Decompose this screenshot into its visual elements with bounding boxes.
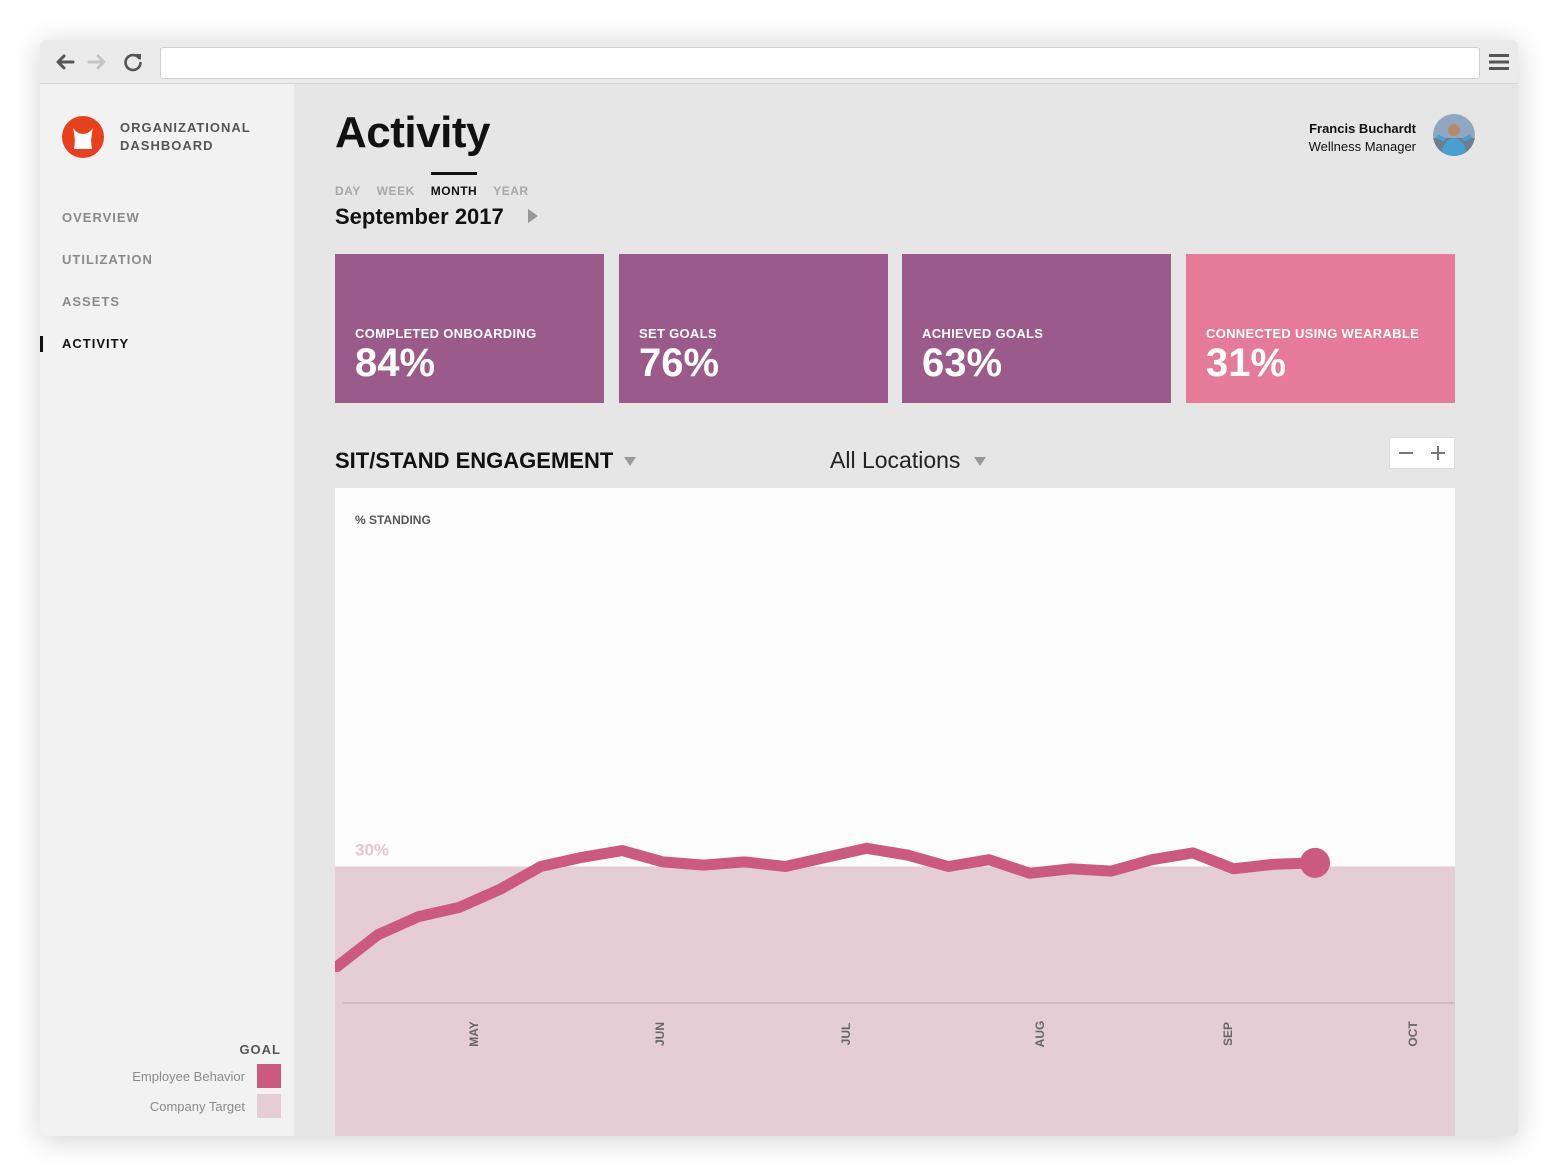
chevron-down-icon[interactable] (624, 457, 636, 466)
metric-card-set-goals: SET GOALS 76% (619, 254, 888, 403)
zoom-out-button[interactable] (1390, 438, 1422, 468)
brand-line-2: DASHBOARD (120, 138, 214, 153)
tab-week[interactable]: WEEK (376, 184, 415, 198)
hamburger-menu-icon[interactable] (1488, 52, 1510, 72)
metric-label: COMPLETED ONBOARDING (355, 326, 537, 341)
metric-value: 31% (1206, 341, 1287, 385)
location-dropdown[interactable]: All Locations (830, 447, 961, 473)
avatar[interactable] (1433, 114, 1475, 156)
zoom-controls (1389, 437, 1455, 469)
legend-item-employee-behavior: Employee Behavior (132, 1064, 281, 1088)
metric-value: 63% (922, 341, 1003, 385)
reload-icon[interactable] (120, 49, 146, 75)
sidebar-nav: OVERVIEW UTILIZATION ASSETS ACTIVITY (40, 204, 294, 372)
metric-value: 84% (355, 341, 436, 385)
legend-swatch (257, 1064, 281, 1088)
series-line-employee-behavior (335, 842, 1321, 973)
metric-cards: COMPLETED ONBOARDING 84% SET GOALS 76% A… (335, 254, 1455, 403)
back-arrow-icon[interactable] (52, 49, 78, 75)
sit-stand-chart: % STANDING 30% MAY JUN JUL AUG SEP OCT (335, 488, 1455, 1136)
user-info: Francis Buchardt Wellness Manager (1309, 120, 1416, 156)
metric-card-achieved-goals: ACHIEVED GOALS 63% (902, 254, 1171, 403)
x-tick-label: SEP (1221, 1022, 1235, 1046)
x-tick-label: MAY (467, 1021, 481, 1047)
brand-name: ORGANIZATIONAL DASHBOARD (120, 119, 251, 155)
user-name: Francis Buchardt (1309, 121, 1416, 136)
metric-label: ACHIEVED GOALS (922, 326, 1044, 341)
x-tick-label: JUL (839, 1023, 853, 1046)
zoom-in-button[interactable] (1422, 438, 1454, 468)
target-value-label: 30% (355, 841, 389, 860)
browser-window: ORGANIZATIONAL DASHBOARD OVERVIEW UTILIZ… (40, 40, 1518, 1136)
x-tick-label: AUG (1033, 1021, 1047, 1048)
sidebar-item-assets[interactable]: ASSETS (62, 294, 121, 309)
sidebar: ORGANIZATIONAL DASHBOARD OVERVIEW UTILIZ… (40, 84, 294, 1136)
address-bar[interactable] (160, 47, 1480, 79)
target-area (335, 866, 1455, 1136)
brand-line-1: ORGANIZATIONAL (120, 120, 251, 135)
x-tick-label: JUN (653, 1022, 667, 1046)
date-label: September 2017 (335, 204, 504, 229)
series-endpoint (1300, 847, 1330, 878)
legend-item-company-target: Company Target (150, 1094, 281, 1118)
next-period-arrow-icon[interactable] (528, 209, 538, 223)
metric-label: SET GOALS (639, 326, 717, 341)
legend-label: Company Target (149, 1098, 245, 1114)
chevron-down-icon[interactable] (974, 457, 986, 466)
metric-label: CONNECTED USING WEARABLE (1206, 326, 1420, 341)
metric-card-connected-wearable: CONNECTED USING WEARABLE 31% (1186, 254, 1455, 403)
sidebar-item-activity[interactable]: ACTIVITY (40, 330, 294, 372)
browser-toolbar (40, 40, 1518, 84)
chart-svg: % STANDING 30% MAY JUN JUL AUG SEP OCT (335, 513, 1455, 1136)
period-tabs: DAY WEEK MONTH YEAR (335, 172, 545, 198)
tab-month[interactable]: MONTH (430, 172, 478, 198)
sidebar-item-overview[interactable]: OVERVIEW (62, 210, 140, 225)
metric-value: 76% (639, 341, 720, 385)
tab-day[interactable]: DAY (335, 184, 361, 198)
legend-title: GOAL (239, 1042, 281, 1057)
metric-card-completed-onboarding: COMPLETED ONBOARDING 84% (335, 254, 604, 403)
chart-title[interactable]: SIT/STAND ENGAGEMENT (335, 448, 614, 473)
y-axis-label: % STANDING (355, 513, 431, 527)
user-role: Wellness Manager (1308, 139, 1416, 154)
page-title: Activity (335, 108, 490, 157)
x-axis-ticks: MAY JUN JUL AUG SEP OCT (467, 1021, 1420, 1048)
legend-label: Employee Behavior (132, 1068, 245, 1084)
brand-logo[interactable] (62, 116, 104, 158)
main-content: Activity Francis Buchardt Wellness Manag… (294, 84, 1518, 1136)
legend-swatch (257, 1094, 281, 1118)
forward-arrow-icon[interactable] (84, 49, 110, 75)
sidebar-item-utilization[interactable]: UTILIZATION (62, 252, 153, 267)
tab-year[interactable]: YEAR (493, 184, 529, 198)
x-tick-label: OCT (1406, 1021, 1420, 1047)
